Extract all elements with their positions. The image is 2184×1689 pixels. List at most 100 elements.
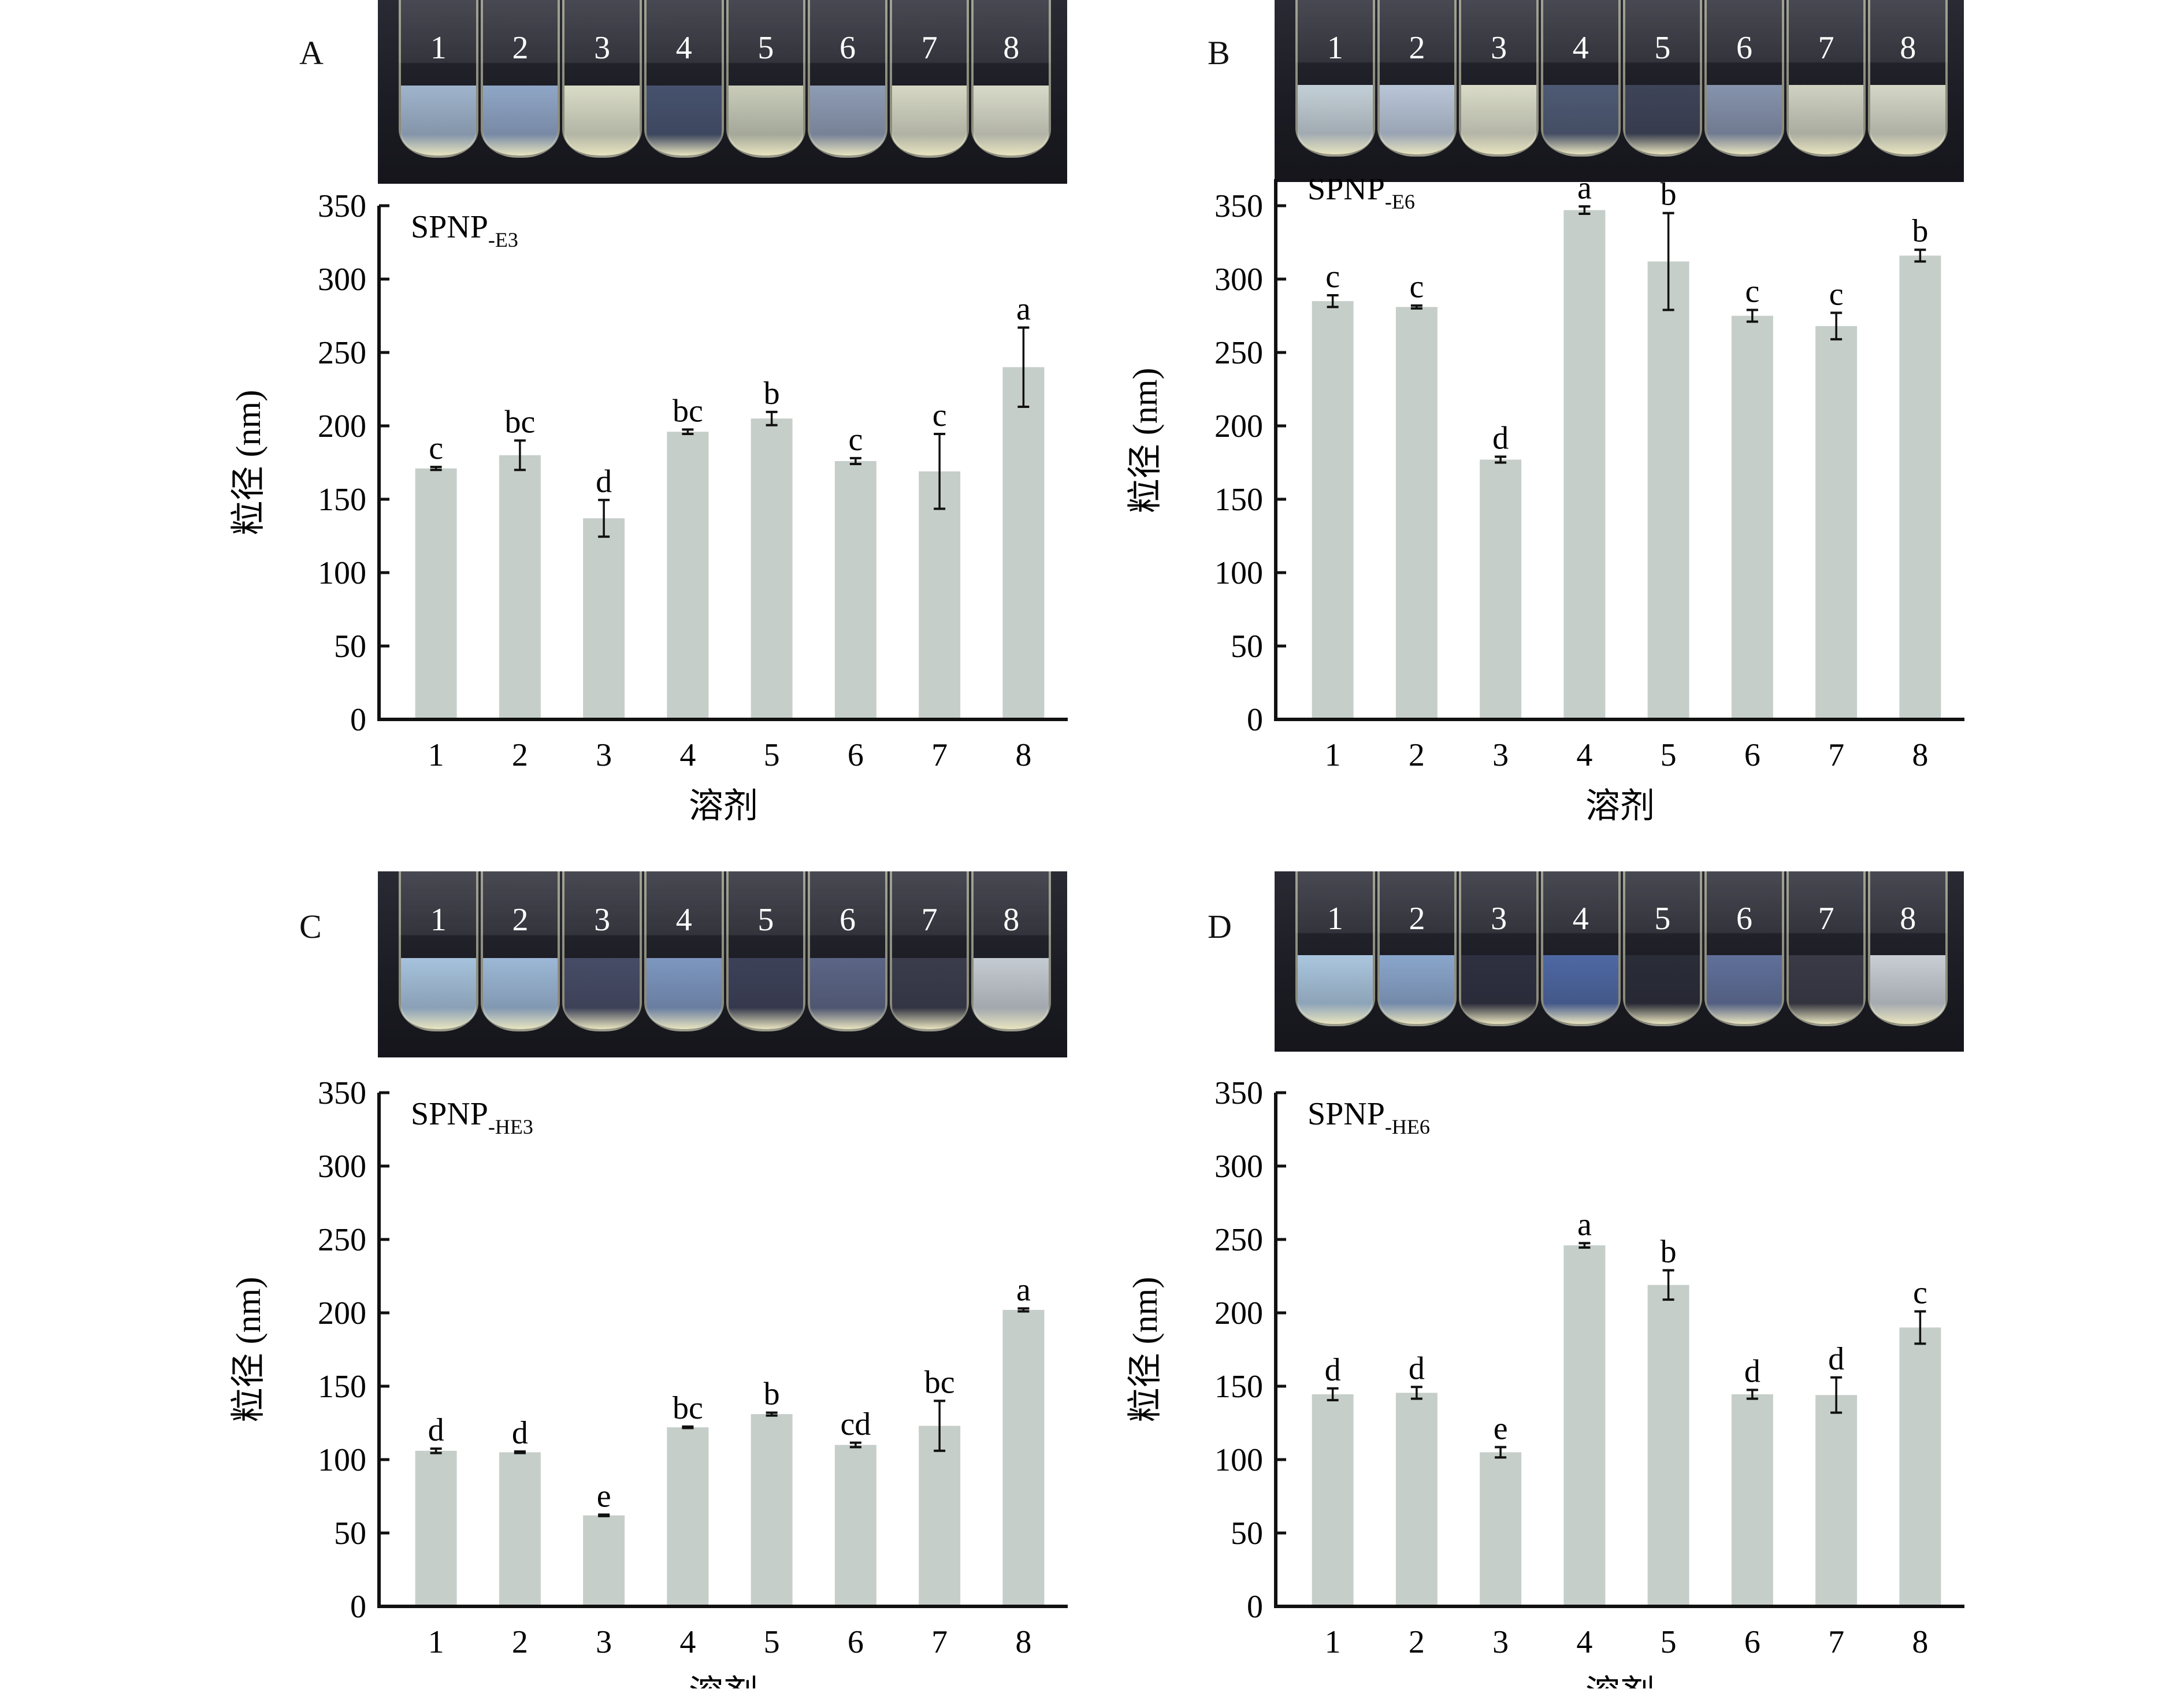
vial-5: 5 [726,871,806,1031]
x-tick-label: 6 [848,1624,864,1660]
panel-label-c: C [299,908,322,945]
bar [1815,326,1858,718]
y-tick-label: 300 [318,262,366,298]
significance-letter: c [1829,276,1844,312]
y-axis-label: 粒径 (nm) [1126,1277,1164,1423]
chart-title-main: SPNP [1308,1096,1385,1132]
chart-title-subscript: -HE6 [1385,1115,1430,1138]
chart-title-main: SPNP [411,1096,488,1132]
x-tick-label: 3 [1492,1624,1509,1660]
vial-number-label: 8 [1003,901,1020,938]
x-tick-label: 4 [679,737,696,773]
y-tick-label: 50 [334,1516,366,1551]
y-tick-label: 250 [1214,1222,1263,1258]
x-axis-label: 溶剂 [1585,787,1655,825]
x-tick-label: 7 [931,1624,948,1660]
vial-7: 7 [889,871,970,1031]
bar [1312,301,1354,718]
chart-title: SPNP-HE3 [411,1096,533,1138]
significance-letter: d [1744,1353,1760,1389]
vial-number-label: 1 [430,30,447,66]
vial-number-label: 3 [594,30,611,66]
bar [1899,255,1941,718]
vial-5: 5 [1622,871,1703,1027]
y-tick-label: 50 [1231,629,1263,665]
bar [499,1452,541,1605]
x-tick-label: 3 [596,737,612,773]
vial-number-label: 1 [430,901,447,938]
panel-label-b: B [1208,34,1230,72]
vial-number-label: 2 [512,30,529,66]
vial-number-label: 5 [757,901,774,938]
significance-letter: d [1828,1341,1844,1377]
bar [1731,315,1773,718]
y-tick-label: 100 [1214,555,1263,591]
vial-number-label: 5 [757,30,774,66]
bar [583,518,625,718]
significance-letter: c [933,398,947,433]
chart-title-subscript: -E6 [1385,190,1415,213]
bar [834,1445,876,1605]
x-tick-label: 1 [1325,1624,1341,1660]
vial-number-label: 6 [839,901,856,938]
vial-liquid [482,958,558,1029]
vial-number-label: 4 [1572,29,1589,66]
x-tick-label: 1 [428,737,444,773]
y-tick-label: 50 [334,629,366,665]
vial-number-label: 3 [1491,29,1507,66]
vial-number-label: 4 [675,901,692,938]
vial-liquid [401,958,476,1029]
y-tick-label: 150 [318,1369,366,1405]
significance-letter: bc [504,404,535,440]
chart-title-main: SPNP [411,209,488,245]
vial-liquid [564,86,640,156]
y-tick-label: 250 [318,1222,366,1258]
y-tick-label: 100 [1214,1442,1263,1478]
vial-6: 6 [1704,0,1784,157]
vial-liquid [1298,84,1373,154]
vial-4: 4 [644,0,724,158]
vial-7: 7 [1786,0,1866,157]
bar [1647,261,1689,718]
y-axis-label: 粒径 (nm) [1126,368,1164,514]
bar [415,468,457,718]
vial-8: 8 [971,871,1051,1031]
significance-letter: d [596,463,612,499]
bar [499,455,541,718]
y-tick-label: 250 [318,335,366,371]
vial-liquid [974,958,1049,1029]
bar [1815,1395,1858,1605]
significance-letter: bc [673,393,703,429]
bar [1563,1245,1606,1605]
significance-letter: c [429,430,443,466]
significance-letter: b [764,1376,780,1412]
chart-title-subscript: -HE3 [488,1115,533,1138]
bar [1480,459,1522,718]
significance-letter: cd [840,1406,871,1442]
x-tick-label: 6 [848,737,864,773]
y-tick-label: 200 [1214,409,1263,444]
significance-letter: c [1409,269,1424,305]
vial-liquid [1625,955,1700,1024]
x-axis-label: 溶剂 [689,1674,758,1688]
vial-3: 3 [1459,871,1539,1027]
y-tick-label: 200 [318,1295,366,1331]
bar [1395,1393,1438,1605]
vial-6: 6 [1704,871,1784,1027]
x-tick-label: 2 [512,1624,528,1660]
vial-number-label: 7 [1818,901,1834,937]
vial-number-label: 1 [1327,901,1343,937]
bar [1480,1452,1522,1605]
y-tick-label: 150 [318,482,366,518]
vial-number-label: 8 [1900,29,1916,66]
chart-title: SPNP-E3 [411,209,518,251]
panel-label-a: A [299,34,324,72]
y-tick-label: 350 [318,188,366,224]
vial-photo-c: 1 2 3 4 5 6 7 8 [378,871,1067,1057]
vial-liquid [1788,84,1864,154]
vial-1: 1 [1295,871,1375,1027]
significance-letter: b [1912,213,1928,249]
x-tick-label: 7 [931,737,948,773]
y-tick-label: 150 [1214,482,1263,518]
x-axis-label: 溶剂 [689,787,758,825]
